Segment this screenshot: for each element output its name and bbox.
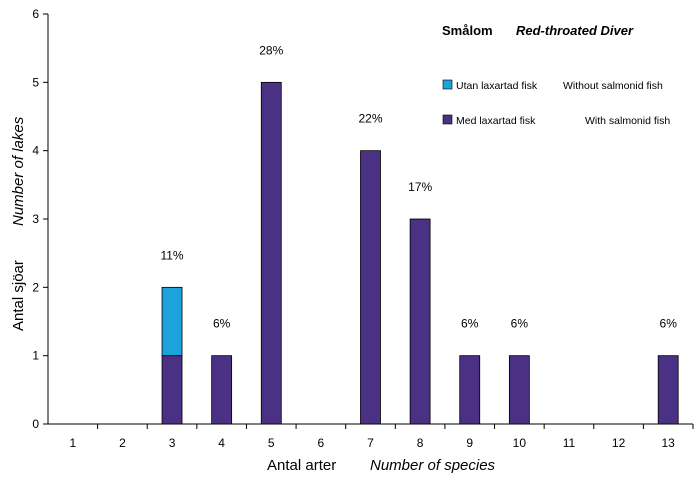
y-tick-label: 5 bbox=[32, 75, 39, 89]
data-label: 28% bbox=[259, 43, 283, 57]
bar-utan-laxartad-fisk bbox=[161, 286, 183, 357]
x-tick-label: 10 bbox=[513, 436, 527, 450]
x-tick-label: 6 bbox=[318, 436, 325, 450]
legend-label-utan-english: Without salmonid fish bbox=[563, 80, 663, 92]
chart-title: Smålom bbox=[442, 23, 493, 38]
legend: Utan laxartad fisk Without salmonid fish… bbox=[442, 79, 670, 127]
x-tick-label: 3 bbox=[169, 436, 176, 450]
y-tick-label: 2 bbox=[32, 280, 39, 294]
y-axis-title-english: Number of lakes bbox=[10, 116, 27, 226]
x-axis-title-english: Number of species bbox=[370, 457, 496, 474]
data-labels: 11% 6% 28% 22% 17% 6% 6% 6% bbox=[160, 43, 677, 330]
legend-label-med-english: With salmonid fish bbox=[585, 115, 670, 127]
y-tick-label: 6 bbox=[32, 7, 39, 21]
legend-swatch-med bbox=[442, 114, 453, 125]
x-tick-label: 9 bbox=[466, 436, 473, 450]
data-label: 11% bbox=[160, 248, 183, 262]
data-label: 6% bbox=[660, 317, 678, 331]
x-tick-label: 4 bbox=[218, 436, 225, 450]
y-tick-label: 1 bbox=[32, 349, 39, 363]
legend-label-utan: Utan laxartad fisk bbox=[456, 80, 538, 92]
data-label: 6% bbox=[213, 317, 231, 331]
legend-label-med: Med laxartad fisk bbox=[456, 115, 536, 127]
x-tick-label: 12 bbox=[612, 436, 626, 450]
bar-med-laxartad-fisk bbox=[657, 355, 679, 425]
y-ticks: 0 1 2 3 4 5 6 bbox=[32, 7, 48, 431]
bar-med-laxartad-fisk bbox=[161, 355, 183, 425]
bar-med-laxartad-fisk bbox=[260, 81, 282, 425]
data-label: 22% bbox=[358, 112, 382, 126]
x-tick-label: 5 bbox=[268, 436, 275, 450]
y-axis-title: Antal sjöar bbox=[10, 260, 27, 331]
y-tick-label: 0 bbox=[32, 417, 39, 431]
x-tick-label: 7 bbox=[367, 436, 374, 450]
chart-title-english: Red-throated Diver bbox=[516, 23, 634, 38]
bar-med-laxartad-fisk bbox=[508, 355, 530, 425]
data-label: 6% bbox=[461, 317, 479, 331]
x-tick-label: 1 bbox=[69, 436, 76, 450]
bar-med-laxartad-fisk bbox=[360, 150, 381, 425]
x-tick-label: 13 bbox=[662, 436, 676, 450]
x-tick-label: 2 bbox=[119, 436, 126, 450]
y-tick-label: 3 bbox=[32, 212, 39, 226]
data-label: 17% bbox=[408, 180, 432, 194]
bars bbox=[161, 81, 679, 425]
x-tick-label: 8 bbox=[417, 436, 424, 450]
data-label: 6% bbox=[511, 317, 529, 331]
bar-med-laxartad-fisk bbox=[409, 218, 431, 425]
bar-med-laxartad-fisk bbox=[459, 355, 481, 425]
x-tick-label: 11 bbox=[563, 436, 576, 450]
legend-swatch-utan bbox=[442, 79, 453, 90]
x-axis-title: Antal arter bbox=[267, 457, 336, 474]
y-tick-label: 4 bbox=[32, 144, 39, 158]
x-ticks: 1 2 3 4 5 6 7 8 9 10 11 12 13 bbox=[69, 424, 694, 450]
bar-med-laxartad-fisk bbox=[211, 355, 233, 425]
